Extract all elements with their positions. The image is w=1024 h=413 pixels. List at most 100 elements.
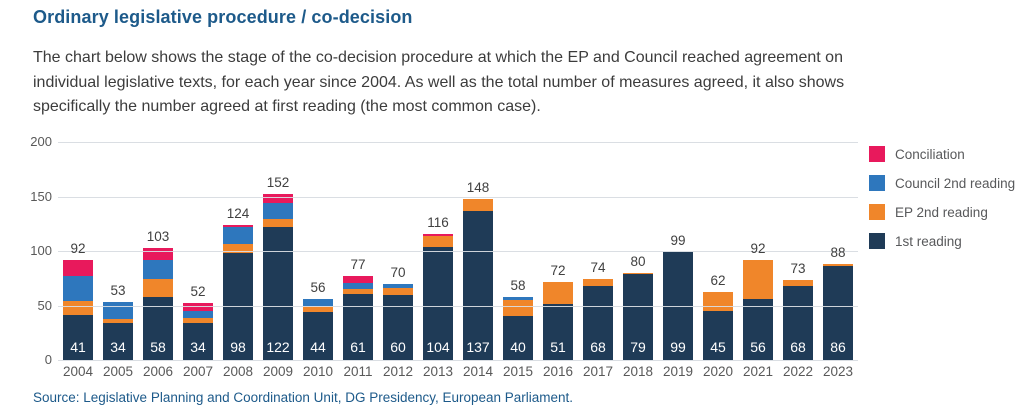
x-axis-year-label: 2013 bbox=[422, 364, 454, 379]
bar-2010: 56 44 2010 bbox=[298, 142, 338, 379]
x-axis-year-label: 2020 bbox=[702, 364, 734, 379]
bar-segment-ep-2nd-reading bbox=[303, 305, 333, 313]
bar-segment-conciliation bbox=[143, 247, 173, 260]
bar-2009: 152 122 2009 bbox=[258, 142, 298, 379]
legend-item: EP 2nd reading bbox=[869, 204, 1015, 220]
bar-segment-1st-reading bbox=[783, 285, 813, 360]
bar-segment-ep-2nd-reading bbox=[703, 292, 733, 311]
first-reading-value-label: 34 bbox=[190, 339, 206, 355]
bar-segment-1st-reading bbox=[143, 296, 173, 360]
x-axis-year-label: 2007 bbox=[182, 364, 214, 379]
legend-label: EP 2nd reading bbox=[895, 204, 988, 220]
first-reading-value-label: 61 bbox=[350, 339, 366, 355]
total-label: 92 bbox=[70, 240, 86, 256]
legend-label: Council 2nd reading bbox=[895, 175, 1016, 191]
x-axis-year-label: 2011 bbox=[343, 364, 373, 379]
x-axis-year-label: 2022 bbox=[782, 364, 814, 379]
x-axis-year-label: 2018 bbox=[622, 364, 654, 379]
bar-segment-council-2nd-reading bbox=[143, 259, 173, 280]
first-reading-value-label: 98 bbox=[230, 339, 246, 355]
first-reading-value-label: 41 bbox=[70, 339, 86, 355]
bar-segment-conciliation bbox=[343, 276, 373, 283]
bar-segment-1st-reading bbox=[63, 315, 93, 360]
first-reading-value-label: 137 bbox=[466, 339, 490, 355]
total-label: 74 bbox=[590, 260, 606, 276]
bar-2011: 77 61 2011 bbox=[338, 142, 378, 379]
x-axis-year-label: 2021 bbox=[742, 364, 774, 379]
total-label: 73 bbox=[790, 261, 806, 277]
bar-segment-ep-2nd-reading bbox=[783, 280, 813, 286]
bar-segment-ep-2nd-reading bbox=[263, 219, 293, 228]
total-label: 58 bbox=[510, 277, 526, 293]
total-label: 92 bbox=[750, 240, 766, 256]
bar-segment-1st-reading bbox=[623, 273, 653, 360]
bar-segment-conciliation bbox=[63, 259, 93, 277]
bar-2006: 103 58 2006 bbox=[138, 142, 178, 379]
description-line-2: individual legislative texts, for each y… bbox=[33, 73, 845, 91]
x-axis-year-label: 2016 bbox=[542, 364, 574, 379]
total-label: 80 bbox=[630, 253, 646, 269]
y-tick-label: 50 bbox=[37, 297, 52, 313]
bar-segment-1st-reading bbox=[703, 310, 733, 360]
x-axis-year-label: 2014 bbox=[462, 364, 494, 379]
total-label: 70 bbox=[390, 264, 406, 280]
bar-segment-1st-reading bbox=[823, 266, 853, 360]
first-reading-value-label: 51 bbox=[550, 339, 566, 355]
bar-segment-ep-2nd-reading bbox=[503, 300, 533, 317]
legend-swatch bbox=[869, 175, 885, 191]
bar-segment-1st-reading bbox=[423, 246, 453, 360]
gridline bbox=[58, 251, 858, 252]
legend-label: Conciliation bbox=[895, 146, 965, 162]
total-label: 56 bbox=[310, 279, 326, 295]
total-label: 124 bbox=[226, 205, 250, 221]
description-line-1: The chart below shows the stage of the c… bbox=[33, 49, 843, 66]
x-axis-year-label: 2015 bbox=[502, 364, 534, 379]
bar-segment-ep-2nd-reading bbox=[743, 259, 773, 299]
page-title: Ordinary legislative procedure / co-deci… bbox=[33, 7, 413, 27]
bar-segment-council-2nd-reading bbox=[263, 203, 293, 220]
bar-segment-council-2nd-reading bbox=[303, 298, 333, 306]
bar-segment-ep-2nd-reading bbox=[343, 289, 373, 294]
total-label: 103 bbox=[146, 228, 170, 244]
total-label: 62 bbox=[710, 273, 726, 289]
first-reading-value-label: 60 bbox=[390, 339, 406, 355]
bar-segment-1st-reading bbox=[183, 322, 213, 360]
bar-segment-1st-reading bbox=[303, 312, 333, 360]
total-label: 148 bbox=[466, 179, 490, 195]
x-axis-year-label: 2017 bbox=[582, 364, 614, 379]
bar-segment-ep-2nd-reading bbox=[183, 317, 213, 323]
y-tick-label: 0 bbox=[44, 352, 52, 367]
x-axis-year-label: 2004 bbox=[62, 364, 94, 379]
y-tick-label: 200 bbox=[30, 134, 52, 149]
gridline bbox=[58, 305, 858, 307]
source-note: Source: Legislative Planning and Coordin… bbox=[33, 390, 574, 405]
bar-2005: 53 34 2005 bbox=[98, 142, 138, 379]
bar-2018: 80 79 2018 bbox=[618, 142, 658, 379]
bar-segment-1st-reading bbox=[223, 253, 253, 360]
bar-segment-1st-reading bbox=[583, 285, 613, 360]
bar-segment-ep-2nd-reading bbox=[623, 272, 653, 274]
x-axis-year-label: 2019 bbox=[662, 364, 694, 379]
bar-segment-council-2nd-reading bbox=[503, 296, 533, 301]
bar-segment-ep-2nd-reading bbox=[103, 318, 133, 323]
bar-2007: 52 34 2007 bbox=[178, 142, 218, 379]
bar-segment-ep-2nd-reading bbox=[63, 301, 93, 316]
legend-item: Council 2nd reading bbox=[869, 175, 1015, 191]
first-reading-value-label: 45 bbox=[710, 339, 726, 355]
bar-segment-council-2nd-reading bbox=[63, 276, 93, 302]
first-reading-value-label: 104 bbox=[426, 339, 450, 355]
bar-segment-conciliation bbox=[223, 224, 253, 228]
bar-2022: 73 68 2022 bbox=[778, 142, 818, 379]
total-label: 72 bbox=[550, 262, 566, 278]
bar-segment-conciliation bbox=[263, 194, 293, 204]
gridline bbox=[58, 360, 858, 361]
bar-segment-ep-2nd-reading bbox=[223, 244, 253, 254]
x-axis-year-label: 2012 bbox=[382, 364, 414, 379]
bar-segment-council-2nd-reading bbox=[343, 282, 373, 290]
bar-2013: 116 104 2013 bbox=[418, 142, 458, 379]
bar-segment-1st-reading bbox=[263, 227, 293, 360]
plot-area: 92 41 2004 53 34 2005 103 58 2006 52 34 2007 124 98 20… bbox=[58, 142, 858, 379]
x-axis-year-label: 2009 bbox=[262, 364, 294, 379]
bar-2017: 74 68 2017 bbox=[578, 142, 618, 379]
